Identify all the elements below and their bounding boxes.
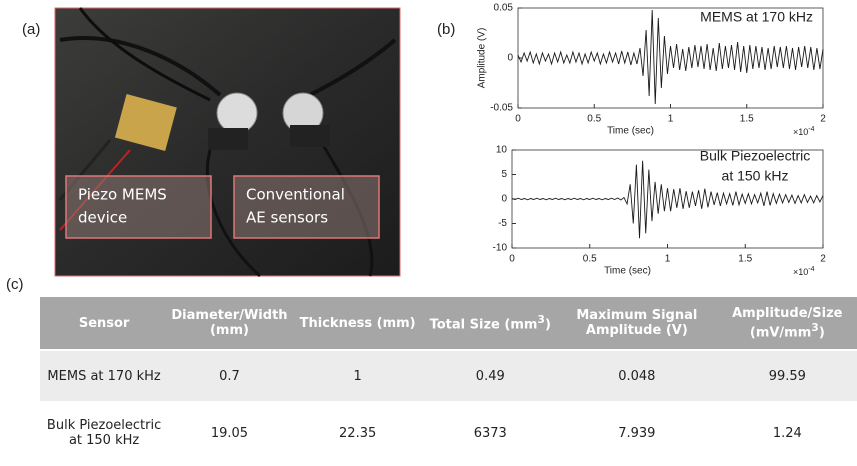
x-axis-label: Time (sec) bbox=[607, 126, 654, 137]
panel-label: (c) bbox=[6, 276, 24, 293]
y-tick-label: -5 bbox=[498, 218, 507, 229]
x-tick-label: 0 bbox=[509, 254, 515, 265]
x-tick-label: 1.5 bbox=[738, 254, 752, 265]
x-multiplier: ×10-4 bbox=[793, 266, 815, 278]
table-cell: 0.048 bbox=[556, 350, 718, 401]
header-text: ) bbox=[818, 325, 825, 341]
header-cell: Diameter/Width (mm) bbox=[168, 297, 291, 351]
header-cell: Sensor bbox=[40, 297, 169, 351]
x-tick-label: 0.5 bbox=[583, 254, 597, 265]
photo-label: device bbox=[78, 209, 127, 227]
annotation: Bulk Piezoelectric bbox=[700, 148, 811, 164]
header-text: Amplitude/Size (mV/mm bbox=[732, 305, 843, 341]
table-cell: 0.49 bbox=[424, 350, 557, 401]
header-superscript: 3 bbox=[811, 320, 819, 334]
table-cell: 99.59 bbox=[717, 350, 857, 401]
x-multiplier-base: ×10 bbox=[793, 267, 808, 277]
panel-label: (b) bbox=[437, 21, 455, 38]
plot-frame bbox=[511, 149, 824, 249]
x-tick-label: 0.5 bbox=[587, 114, 601, 125]
header-superscript: 3 bbox=[537, 313, 545, 327]
waveform bbox=[511, 160, 824, 239]
table-cell: 6373 bbox=[424, 401, 557, 465]
y-tick-label: 10 bbox=[496, 145, 508, 156]
annotation: MEMS at 170 kHz bbox=[700, 9, 813, 25]
table-row: MEMS at 170 kHz 0.7 1 0.49 0.048 99.59 bbox=[40, 350, 857, 401]
x-tick-label: 2 bbox=[820, 254, 826, 265]
table-cell: 22.35 bbox=[290, 401, 425, 465]
x-tick-label: 2 bbox=[820, 114, 826, 125]
photo: Piezo MEMS device Conventional AE sensor… bbox=[54, 7, 401, 278]
figure: (a) (b) (c) Piezo MEMS device Convention… bbox=[6, 3, 826, 293]
table-cell: 0.7 bbox=[168, 350, 291, 401]
table-cell: 1 bbox=[290, 350, 425, 401]
y-tick-label: 5 bbox=[501, 169, 507, 180]
header-row: Sensor Diameter/Width (mm) Thickness (mm) T… bbox=[40, 297, 857, 351]
x-multiplier-exponent: -4 bbox=[808, 126, 814, 133]
header-cell: Amplitude/Size (mV/mm3) bbox=[717, 297, 857, 351]
panel-label: (a) bbox=[22, 21, 40, 38]
header-text: ) bbox=[544, 317, 551, 333]
photo-label: Conventional bbox=[246, 186, 345, 204]
x-multiplier: ×10-4 bbox=[793, 126, 815, 138]
header-cell: Total Size (mm3) bbox=[424, 297, 557, 351]
table-cell: MEMS at 170 kHz bbox=[40, 350, 169, 401]
x-tick-label: 0 bbox=[515, 114, 521, 125]
data-table: Sensor Diameter/Width (mm) Thickness (mm) T… bbox=[40, 297, 857, 465]
y-tick-label: -0.05 bbox=[490, 103, 513, 114]
annotation: at 150 kHz bbox=[722, 168, 789, 184]
y-tick-label: 0.05 bbox=[494, 3, 514, 14]
waveform bbox=[517, 9, 824, 105]
table-cell: 19.05 bbox=[168, 401, 291, 465]
y-axis-label: Amplitude (V) bbox=[477, 28, 488, 89]
photo-label: Piezo MEMS bbox=[78, 186, 167, 204]
y-tick-label: 0 bbox=[501, 194, 507, 205]
table-cell: 7.939 bbox=[556, 401, 718, 465]
x-tick-label: 1 bbox=[665, 254, 671, 265]
header-cell: Maximum Signal Amplitude (V) bbox=[556, 297, 718, 351]
y-tick-label: 0 bbox=[507, 53, 513, 64]
x-tick-label: 1.5 bbox=[740, 114, 754, 125]
y-tick-label: -10 bbox=[493, 243, 508, 254]
photo-label: AE sensors bbox=[246, 209, 328, 227]
table-row: Bulk Piezoelectric at 150 kHz 19.05 22.35 6… bbox=[40, 401, 857, 465]
table-cell: 1.24 bbox=[717, 401, 857, 465]
header-text: Total Size (mm bbox=[429, 317, 538, 333]
x-tick-label: 1 bbox=[668, 114, 674, 125]
x-multiplier-exponent: -4 bbox=[808, 266, 814, 273]
table-cell: Bulk Piezoelectric at 150 kHz bbox=[40, 401, 169, 465]
x-axis-label: Time (sec) bbox=[604, 266, 651, 277]
header-cell: Thickness (mm) bbox=[290, 297, 425, 351]
x-multiplier-base: ×10 bbox=[793, 127, 808, 137]
